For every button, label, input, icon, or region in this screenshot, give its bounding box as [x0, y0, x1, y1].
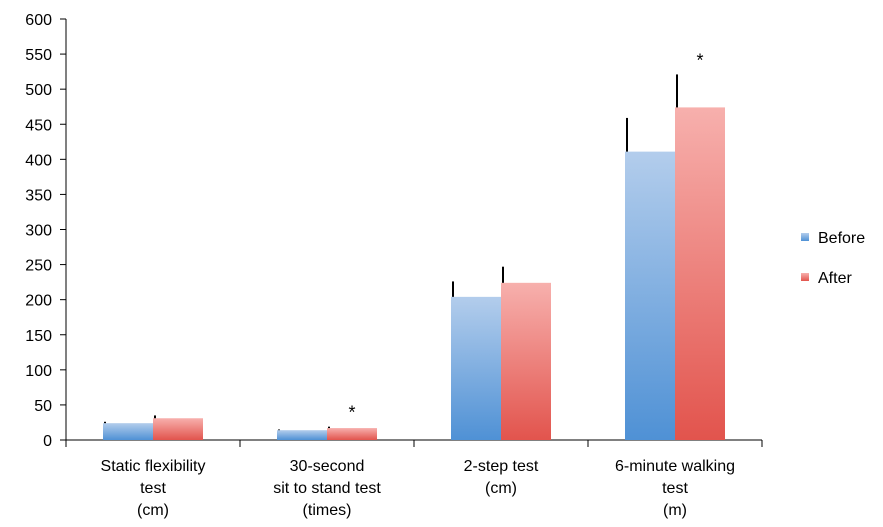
bars: **: [103, 50, 725, 441]
x-category-label: (times): [303, 502, 352, 519]
y-tick-label: 350: [25, 187, 52, 204]
x-category-label: Static flexibility: [101, 458, 206, 475]
bar-before-0: [103, 423, 153, 440]
x-category-label: test: [662, 480, 688, 497]
x-category-label: sit to stand test: [273, 480, 381, 497]
legend-label-after: After: [818, 270, 852, 287]
y-tick-label: 450: [25, 117, 52, 134]
y-tick-label: 0: [43, 433, 52, 450]
x-category-label: 30-second: [290, 458, 365, 475]
legend-swatch-after: [801, 273, 809, 281]
significance-marker: *: [348, 403, 355, 423]
bar-before-2: [451, 296, 501, 440]
y-tick-label: 250: [25, 258, 52, 275]
legend: Before After: [801, 230, 865, 287]
bar-after-3: [675, 107, 725, 440]
y-tick-label: 400: [25, 152, 52, 169]
y-tick-label: 100: [25, 363, 52, 380]
x-category-label: (cm): [137, 502, 169, 519]
bar-before-1: [277, 430, 327, 440]
y-tick-label: 50: [34, 398, 52, 415]
y-tick-label: 550: [25, 47, 52, 64]
x-category-label: (m): [663, 502, 687, 519]
bar-after-2: [501, 282, 551, 440]
y-tick-label: 300: [25, 223, 52, 240]
bar-after-1: [327, 428, 377, 440]
y-tick-label: 200: [25, 293, 52, 310]
x-axis: Static flexibility test (cm) 30-second sit t…: [65, 439, 763, 519]
x-category-label: 6-minute walking: [615, 458, 735, 475]
x-category-label: 2-step test: [464, 458, 539, 475]
significance-marker: *: [696, 50, 703, 70]
y-tick-label: 150: [25, 328, 52, 345]
y-tick-label: 600: [25, 12, 52, 29]
bar-before-3: [625, 151, 675, 441]
y-tick-label: 500: [25, 82, 52, 99]
x-category-label: test: [140, 480, 166, 497]
bar-after-0: [153, 418, 203, 440]
y-axis: 0 50 100 150 200 250 300 350 400 450 500 550 600: [25, 12, 67, 450]
x-category-label: (cm): [485, 480, 517, 497]
legend-swatch-before: [801, 233, 809, 241]
legend-label-before: Before: [818, 230, 865, 247]
